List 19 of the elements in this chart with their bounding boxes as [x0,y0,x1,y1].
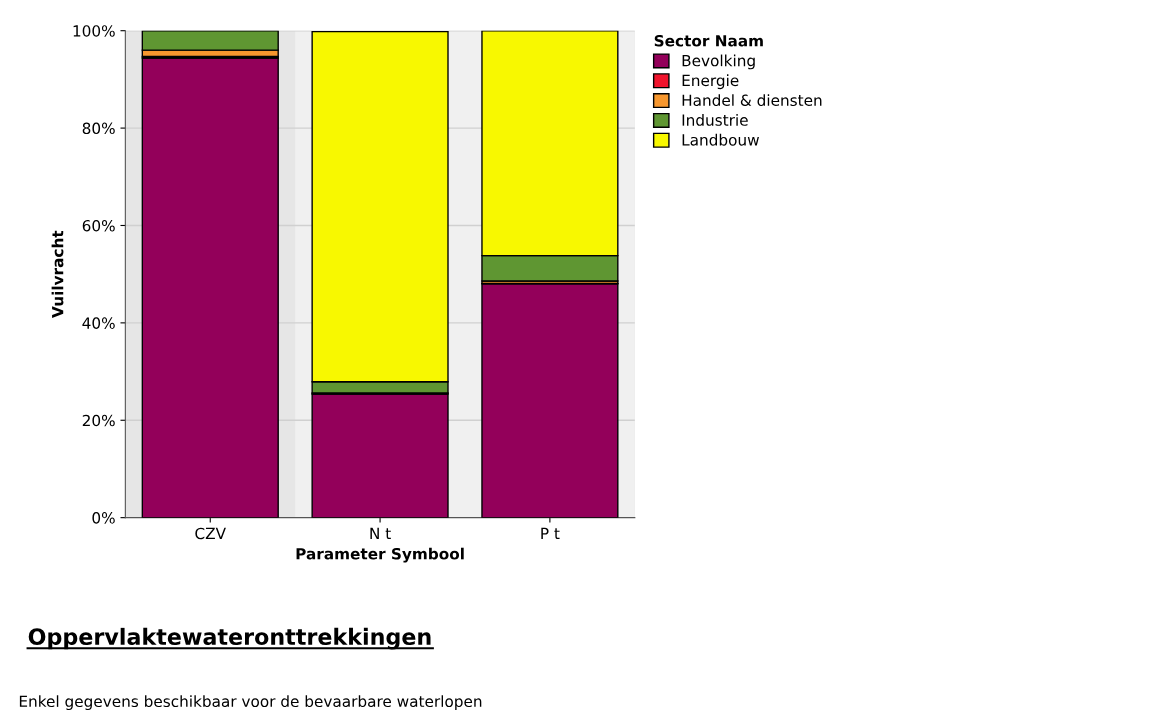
y-tick-label: 60% [82,219,115,232]
legend-label: Bevolking [682,54,755,70]
legend-title: Sector Naam [654,34,763,47]
y-axis-title: Vuilvracht [51,230,64,318]
legend-label: Handel & diensten [682,94,822,107]
y-tick-label: 80% [82,122,115,135]
y-tick-label: 40% [82,317,115,329]
legend-label: Industrie [682,114,748,126]
x-axis-title: Parameter Symbool [296,547,464,563]
y-tick-label: 0% [92,512,115,524]
x-tick-label: N t [370,527,391,539]
x-tick-label: P t [541,527,560,539]
x-tick-label: CZV [195,527,226,540]
legend-label: Energie [682,74,739,90]
text: Enkel gegevens beschikbaar voor de bevaarbare waterlopen [19,695,482,711]
y-tick-label: 100% [73,25,115,37]
y-tick-label: 20% [82,414,115,427]
legend-label: Landbouw [682,133,759,146]
text: Oppervlaktewateronttrekkingen [28,627,431,650]
